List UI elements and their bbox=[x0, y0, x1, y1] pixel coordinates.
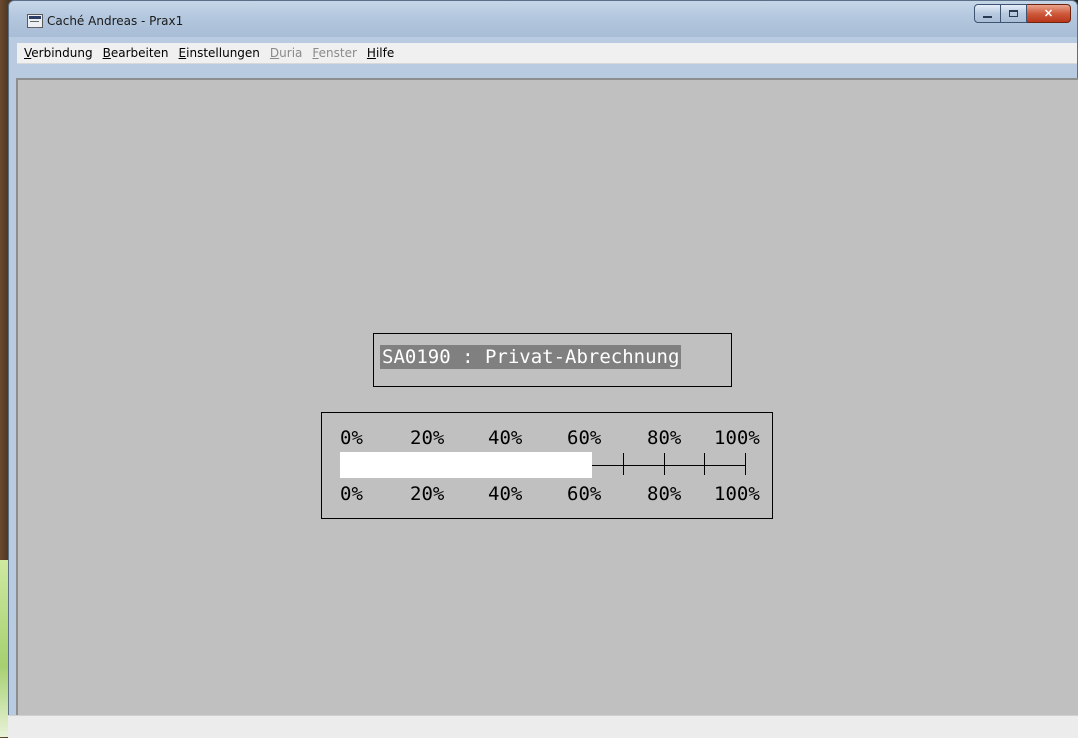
progress-scale-top: 0% 20% 40% 60% 80% 100% bbox=[322, 426, 772, 450]
scale-top-label-3: 60% bbox=[567, 427, 602, 449]
progress-remaining-line bbox=[592, 465, 746, 466]
progress-tick-1 bbox=[664, 453, 665, 475]
window-title: Caché Andreas - Prax1 bbox=[47, 14, 184, 28]
scale-top-label-2: 40% bbox=[488, 427, 523, 449]
progress-scale-bottom: 0% 20% 40% 60% 80% 100% bbox=[322, 482, 772, 506]
progress-tick-2 bbox=[704, 453, 705, 475]
program-heading: SA0190 : Privat-Abrechnung bbox=[380, 345, 682, 369]
minimize-icon bbox=[983, 16, 992, 18]
status-bar bbox=[8, 715, 1078, 738]
scale-bottom-label-1: 20% bbox=[410, 483, 445, 505]
maximize-icon bbox=[1009, 10, 1018, 17]
close-button[interactable]: ✕ bbox=[1027, 4, 1071, 23]
scale-bottom-label-5: 100% bbox=[714, 483, 760, 505]
progress-frame: 0% 20% 40% 60% 80% 100% 0% 20% 40% 60% 80% 100% bbox=[321, 412, 773, 519]
scale-top-label-0: 0% bbox=[340, 427, 363, 449]
terminal-client-area[interactable] bbox=[16, 78, 1078, 715]
title-bar[interactable]: Caché Andreas - Prax1 ✕ bbox=[9, 1, 1077, 37]
heading-frame: SA0190 : Privat-Abrechnung bbox=[373, 333, 732, 387]
menu-fenster[interactable]: Fenster bbox=[312, 46, 357, 60]
progress-bar-fill bbox=[340, 452, 592, 478]
progress-tick-0 bbox=[623, 453, 624, 475]
menu-einstellungen[interactable]: Einstellungen bbox=[178, 46, 260, 60]
menu-bar: Verbindung Bearbeiten Einstellungen Duria Fe… bbox=[17, 43, 1077, 64]
terminal-app-icon[interactable] bbox=[27, 14, 43, 28]
menu-hilfe[interactable]: Hilfe bbox=[366, 46, 395, 60]
minimize-button[interactable] bbox=[974, 4, 1001, 23]
scale-bottom-label-2: 40% bbox=[488, 483, 523, 505]
caption-buttons: ✕ bbox=[974, 4, 1071, 24]
scale-top-label-5: 100% bbox=[714, 427, 760, 449]
scale-top-label-1: 20% bbox=[410, 427, 445, 449]
maximize-button[interactable] bbox=[1001, 4, 1027, 23]
scale-bottom-label-3: 60% bbox=[567, 483, 602, 505]
scale-top-label-4: 80% bbox=[647, 427, 682, 449]
menu-bearbeiten[interactable]: Bearbeiten bbox=[102, 46, 169, 60]
progress-tick-3 bbox=[745, 453, 746, 475]
menu-verbindung[interactable]: Verbindung bbox=[24, 46, 93, 60]
close-icon: ✕ bbox=[1043, 8, 1054, 20]
menu-duria[interactable]: Duria bbox=[269, 46, 303, 60]
progress-bar bbox=[340, 452, 746, 478]
scale-bottom-label-0: 0% bbox=[340, 483, 363, 505]
scale-bottom-label-4: 80% bbox=[647, 483, 682, 505]
